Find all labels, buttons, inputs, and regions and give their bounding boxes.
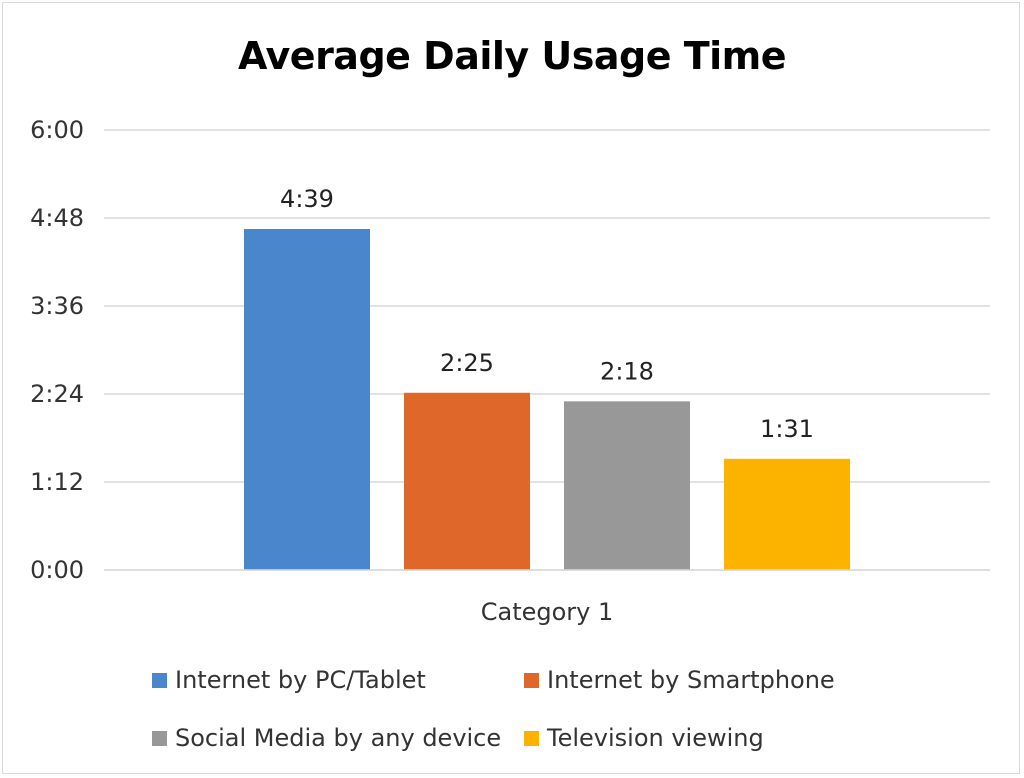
bars xyxy=(244,229,850,570)
y-tick-label: 0:00 xyxy=(30,556,84,584)
x-category-label: Category 1 xyxy=(481,598,614,626)
y-tick-label: 6:00 xyxy=(30,116,84,144)
legend-label: Internet by PC/Tablet xyxy=(175,666,426,694)
y-tick-label: 2:24 xyxy=(30,380,84,408)
legend-label: Television viewing xyxy=(547,724,764,752)
legend-swatch xyxy=(524,730,539,746)
data-label: 2:18 xyxy=(600,357,654,385)
bar-internet-smartphone xyxy=(404,392,530,570)
legend-swatch xyxy=(152,730,167,746)
y-tick-label: 3:36 xyxy=(30,292,84,320)
legend-item-smartphone: Internet by Smartphone xyxy=(524,666,835,694)
bar-social-media xyxy=(564,401,690,570)
data-label: 1:31 xyxy=(760,415,814,443)
legend-swatch xyxy=(152,672,167,688)
data-label: 4:39 xyxy=(280,185,334,213)
y-axis: 0:00 1:12 2:24 3:36 4:48 6:00 xyxy=(30,116,84,584)
y-tick-label: 1:12 xyxy=(30,468,84,496)
y-tick-label: 4:48 xyxy=(30,204,84,232)
legend-swatch xyxy=(524,672,539,688)
legend-label: Social Media by any device xyxy=(175,724,502,752)
gridlines xyxy=(104,129,990,571)
bar-internet-pc-tablet xyxy=(244,229,370,570)
data-labels: 4:39 2:25 2:18 1:31 xyxy=(280,185,814,443)
legend-item-television: Television viewing xyxy=(524,724,764,752)
x-axis: Category 1 xyxy=(104,569,990,626)
legend-label: Internet by Smartphone xyxy=(547,666,835,694)
data-label: 2:25 xyxy=(440,349,494,377)
legend-item-pc-tablet: Internet by PC/Tablet xyxy=(152,666,426,694)
bar-television xyxy=(724,458,850,570)
chart-title: Average Daily Usage Time xyxy=(237,34,787,78)
legend-item-social-media: Social Media by any device xyxy=(152,724,501,752)
